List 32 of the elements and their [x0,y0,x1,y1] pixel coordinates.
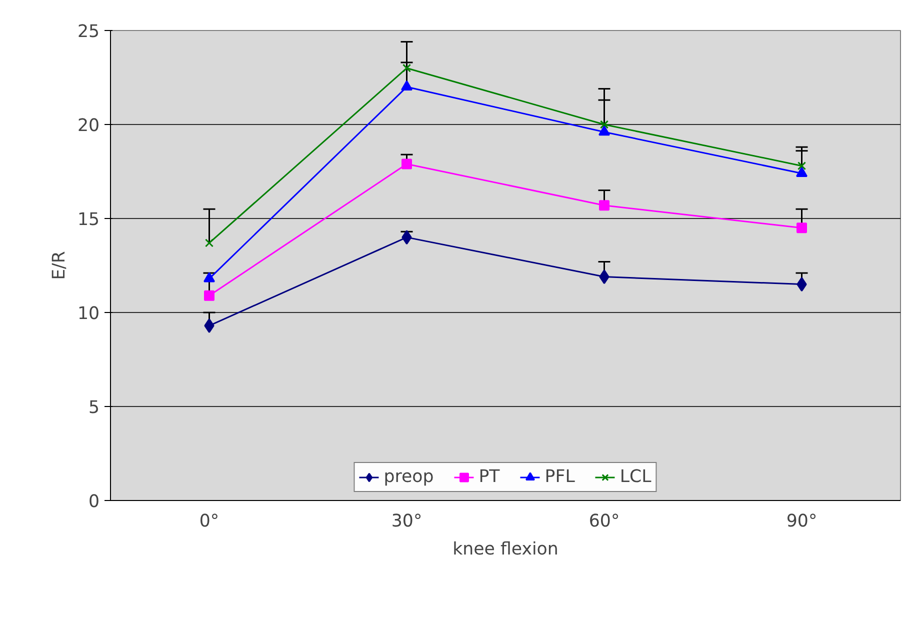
point [600,120,609,129]
legend-label: PT [478,467,500,487]
point [599,200,610,211]
point [796,277,807,292]
point [599,270,610,284]
legend-label: preop [384,467,434,487]
y-tick-label: 15 [77,210,100,230]
point [402,64,412,72]
y-tick-label: 5 [88,398,100,418]
x-tick-label: 60° [588,512,620,532]
x-tick-label: 90° [786,512,818,532]
x-tick-label: 0° [199,512,220,532]
point [204,272,215,282]
y-axis-title: E/R [49,251,70,280]
point [401,80,412,91]
point [204,318,214,333]
legend-label: PFL [544,467,575,487]
point [796,166,808,178]
x-axis-title: knee flexion [452,540,558,560]
point [204,290,214,301]
point [402,230,412,245]
y-tick-label: 0 [88,492,100,512]
legend-label: LCL [620,467,652,487]
point [598,125,610,136]
point [204,238,214,248]
point [797,162,806,170]
point [796,222,807,234]
y-tick-label: 20 [77,116,100,136]
x-tick-label: 30° [391,512,422,532]
y-tick-label: 10 [77,304,100,324]
point [402,158,412,170]
y-tick-label: 25 [77,22,100,42]
